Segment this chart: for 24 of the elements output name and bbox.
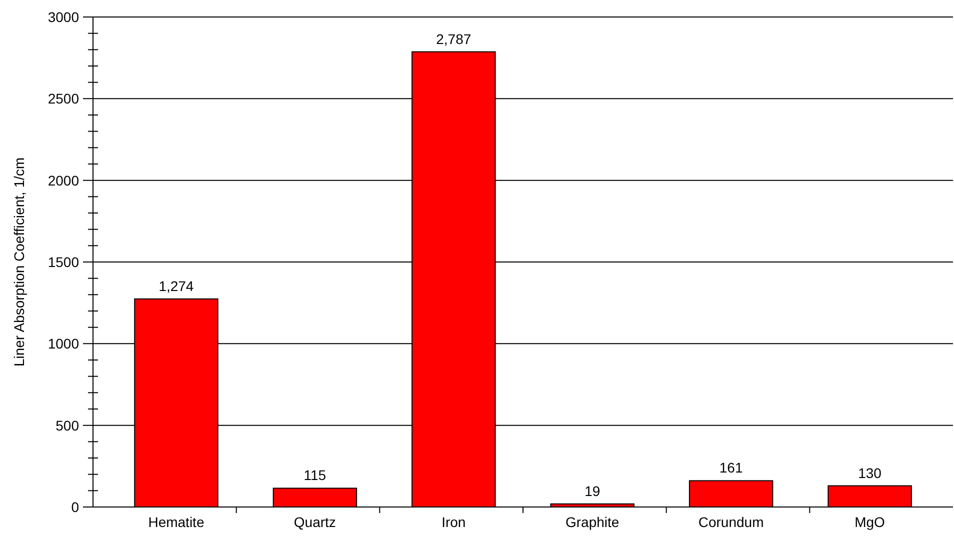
y-tick-label: 0 [71,499,80,515]
y-tick-label: 2000 [48,172,80,188]
bar [550,503,634,508]
y-tick-label: 500 [56,417,80,434]
x-tick-label: Quartz [294,514,336,530]
data-label: 19 [584,482,600,499]
y-tick-label: 1500 [48,254,80,270]
y-tick-label: 2500 [48,90,80,107]
x-tick-label: Iron [442,514,466,530]
y-axis-title: Liner Absorption Coefficient, 1/cm [11,157,27,367]
y-tick-label: 1000 [48,336,80,352]
bar [688,480,774,508]
bar [272,488,358,508]
data-label: 115 [304,467,326,484]
x-tick-label: Hematite [148,514,204,530]
data-label: 130 [858,464,882,481]
x-tick-label: Graphite [566,514,620,530]
y-tick-label: 3000 [48,9,80,25]
data-label: 1,274 [158,278,194,294]
data-label: 2,787 [436,30,472,47]
x-tick-label: MgO [854,514,886,530]
bar [828,485,912,508]
x-tick-label: Corundum [698,514,764,530]
data-label: 161 [719,460,743,476]
